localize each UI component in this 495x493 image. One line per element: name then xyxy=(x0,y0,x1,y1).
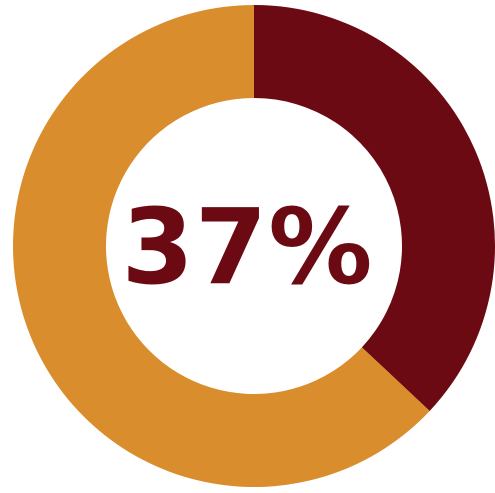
donut-slice-1 xyxy=(12,5,430,487)
donut-slice-0 xyxy=(254,5,495,411)
